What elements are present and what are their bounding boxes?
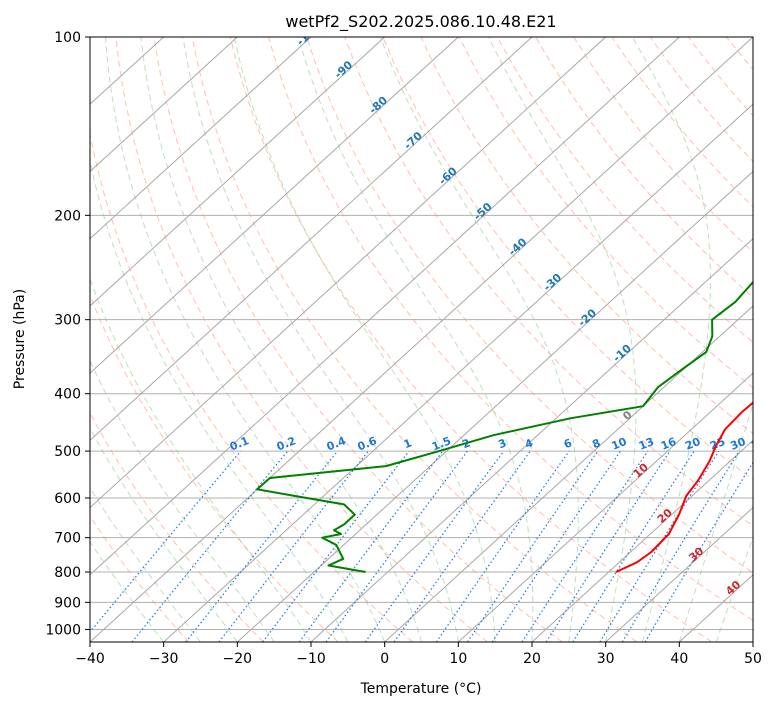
mixing-ratio-line bbox=[545, 450, 671, 642]
moist-adiabat bbox=[90, 427, 238, 642]
dry-adiabat bbox=[90, 412, 264, 642]
y-tick-label: 700 bbox=[54, 531, 81, 547]
isotherm-line bbox=[90, 37, 753, 642]
x-tick-label: 10 bbox=[449, 651, 467, 667]
y-tick-label: 600 bbox=[54, 491, 81, 507]
isotherm-line bbox=[605, 506, 753, 642]
y-tick-label: 400 bbox=[54, 387, 81, 403]
moist-adiabat bbox=[182, 37, 459, 642]
x-axis-ticks: −40 −30 −20 −10 0 10 20 30 40 50 bbox=[75, 642, 762, 667]
moist-adiabat bbox=[632, 37, 711, 642]
dry-adiabat bbox=[191, 37, 638, 642]
mixing-ratio-label: 10 bbox=[610, 435, 629, 453]
mixing-ratio-line bbox=[621, 450, 740, 642]
moist-adiabat bbox=[90, 486, 201, 642]
dry-adiabat bbox=[90, 131, 414, 642]
isotherm-line bbox=[310, 237, 753, 642]
moist-adiabat bbox=[488, 37, 637, 642]
y-axis-ticks: 100 200 300 400 500 600 700 800 900 1000 bbox=[45, 30, 90, 638]
mixing-ratio-line bbox=[521, 450, 649, 642]
pressure-gridlines bbox=[90, 37, 753, 630]
x-tick-label: 20 bbox=[523, 651, 541, 667]
x-tick-label: 30 bbox=[597, 651, 615, 667]
dry-adiabat bbox=[268, 37, 753, 622]
isotherm-line bbox=[90, 37, 680, 576]
y-tick-label: 900 bbox=[54, 595, 81, 611]
isotherm-line bbox=[90, 37, 533, 442]
x-tick-label: −40 bbox=[75, 651, 105, 667]
mixing-ratio-lines bbox=[90, 450, 753, 642]
mixing-ratio-line bbox=[393, 450, 531, 642]
moist-adiabat bbox=[380, 37, 579, 642]
mixing-ratio-label: 13 bbox=[637, 435, 656, 453]
moist-adiabat bbox=[90, 158, 349, 642]
isotherm-line bbox=[90, 37, 238, 173]
isotherm-line bbox=[90, 37, 386, 307]
dry-adiabat bbox=[535, 37, 753, 298]
plot-area: -100-90-80-70-60-50-40-30-20-10010203040… bbox=[90, 20, 768, 642]
y-tick-label: 1000 bbox=[45, 622, 81, 638]
isotherm-line bbox=[90, 37, 312, 240]
mixing-ratio-line bbox=[491, 450, 621, 642]
moist-adiabat bbox=[140, 37, 422, 642]
isotherm-lines bbox=[90, 37, 753, 642]
dewpoint-profile-line bbox=[256, 280, 753, 573]
moist-adiabat bbox=[90, 540, 165, 642]
y-tick-label: 100 bbox=[54, 30, 81, 46]
plot-frame bbox=[89, 36, 754, 643]
mixing-ratio-line bbox=[466, 450, 599, 642]
x-tick-label: 0 bbox=[380, 651, 389, 667]
dry-adiabat bbox=[153, 37, 563, 642]
mixing-ratio-line bbox=[325, 450, 468, 642]
isotherm-label: -100 bbox=[294, 20, 323, 48]
isotherm-line bbox=[90, 37, 607, 509]
isotherm-line bbox=[90, 37, 459, 374]
dry-adiabat bbox=[115, 37, 488, 642]
mixing-ratio-line bbox=[572, 450, 695, 642]
mixing-ratio-label: 3 bbox=[496, 436, 508, 451]
moist-adiabat bbox=[297, 37, 534, 642]
x-axis-label: Temperature (°C) bbox=[360, 681, 482, 697]
x-tick-label: −10 bbox=[296, 651, 326, 667]
isotherm-line bbox=[384, 305, 753, 642]
dry-adiabat bbox=[90, 515, 190, 642]
moist-adiabat bbox=[715, 535, 753, 642]
dry-adiabat bbox=[496, 37, 753, 344]
mixing-ratio-line bbox=[364, 450, 505, 642]
mixing-ratio-label: 20 bbox=[683, 435, 702, 453]
mixing-ratio-line bbox=[435, 450, 570, 642]
dry-adiabat bbox=[306, 37, 753, 574]
isotherm-line bbox=[163, 103, 753, 642]
mixing-ratio-label: 8 bbox=[590, 436, 602, 451]
mixing-ratio-line bbox=[131, 450, 289, 642]
mixing-ratio-line bbox=[185, 450, 339, 642]
chart-title: wetPf2_S202.2025.086.10.48.E21 bbox=[285, 12, 556, 32]
mixing-ratio-line bbox=[262, 450, 410, 642]
y-tick-label: 500 bbox=[54, 444, 81, 460]
y-tick-label: 800 bbox=[54, 565, 81, 581]
mixing-ratio-line bbox=[298, 450, 444, 642]
moist-adiabat bbox=[90, 359, 275, 642]
y-axis-label: Pressure (hPa) bbox=[12, 289, 28, 389]
mixing-ratio-line bbox=[90, 450, 242, 633]
x-tick-label: 40 bbox=[670, 651, 688, 667]
x-tick-label: −30 bbox=[149, 651, 179, 667]
y-tick-label: 200 bbox=[54, 208, 81, 224]
mixing-ratio-label: 36 bbox=[749, 435, 768, 453]
moist-adiabat bbox=[105, 37, 386, 642]
dry-adiabat bbox=[382, 37, 753, 481]
mixing-ratio-label: 30 bbox=[728, 435, 747, 453]
x-tick-label: −20 bbox=[223, 651, 253, 667]
mixing-ratio-label: 1 bbox=[402, 436, 414, 451]
mixing-ratio-label: 16 bbox=[659, 435, 678, 453]
isotherm-line bbox=[236, 170, 753, 642]
isotherm-line bbox=[531, 439, 753, 642]
isotherm-line bbox=[457, 372, 753, 642]
y-tick-label: 300 bbox=[54, 313, 81, 329]
moist-adiabat bbox=[233, 37, 496, 642]
moist-adiabat bbox=[678, 401, 753, 642]
x-tick-label: 50 bbox=[744, 651, 762, 667]
